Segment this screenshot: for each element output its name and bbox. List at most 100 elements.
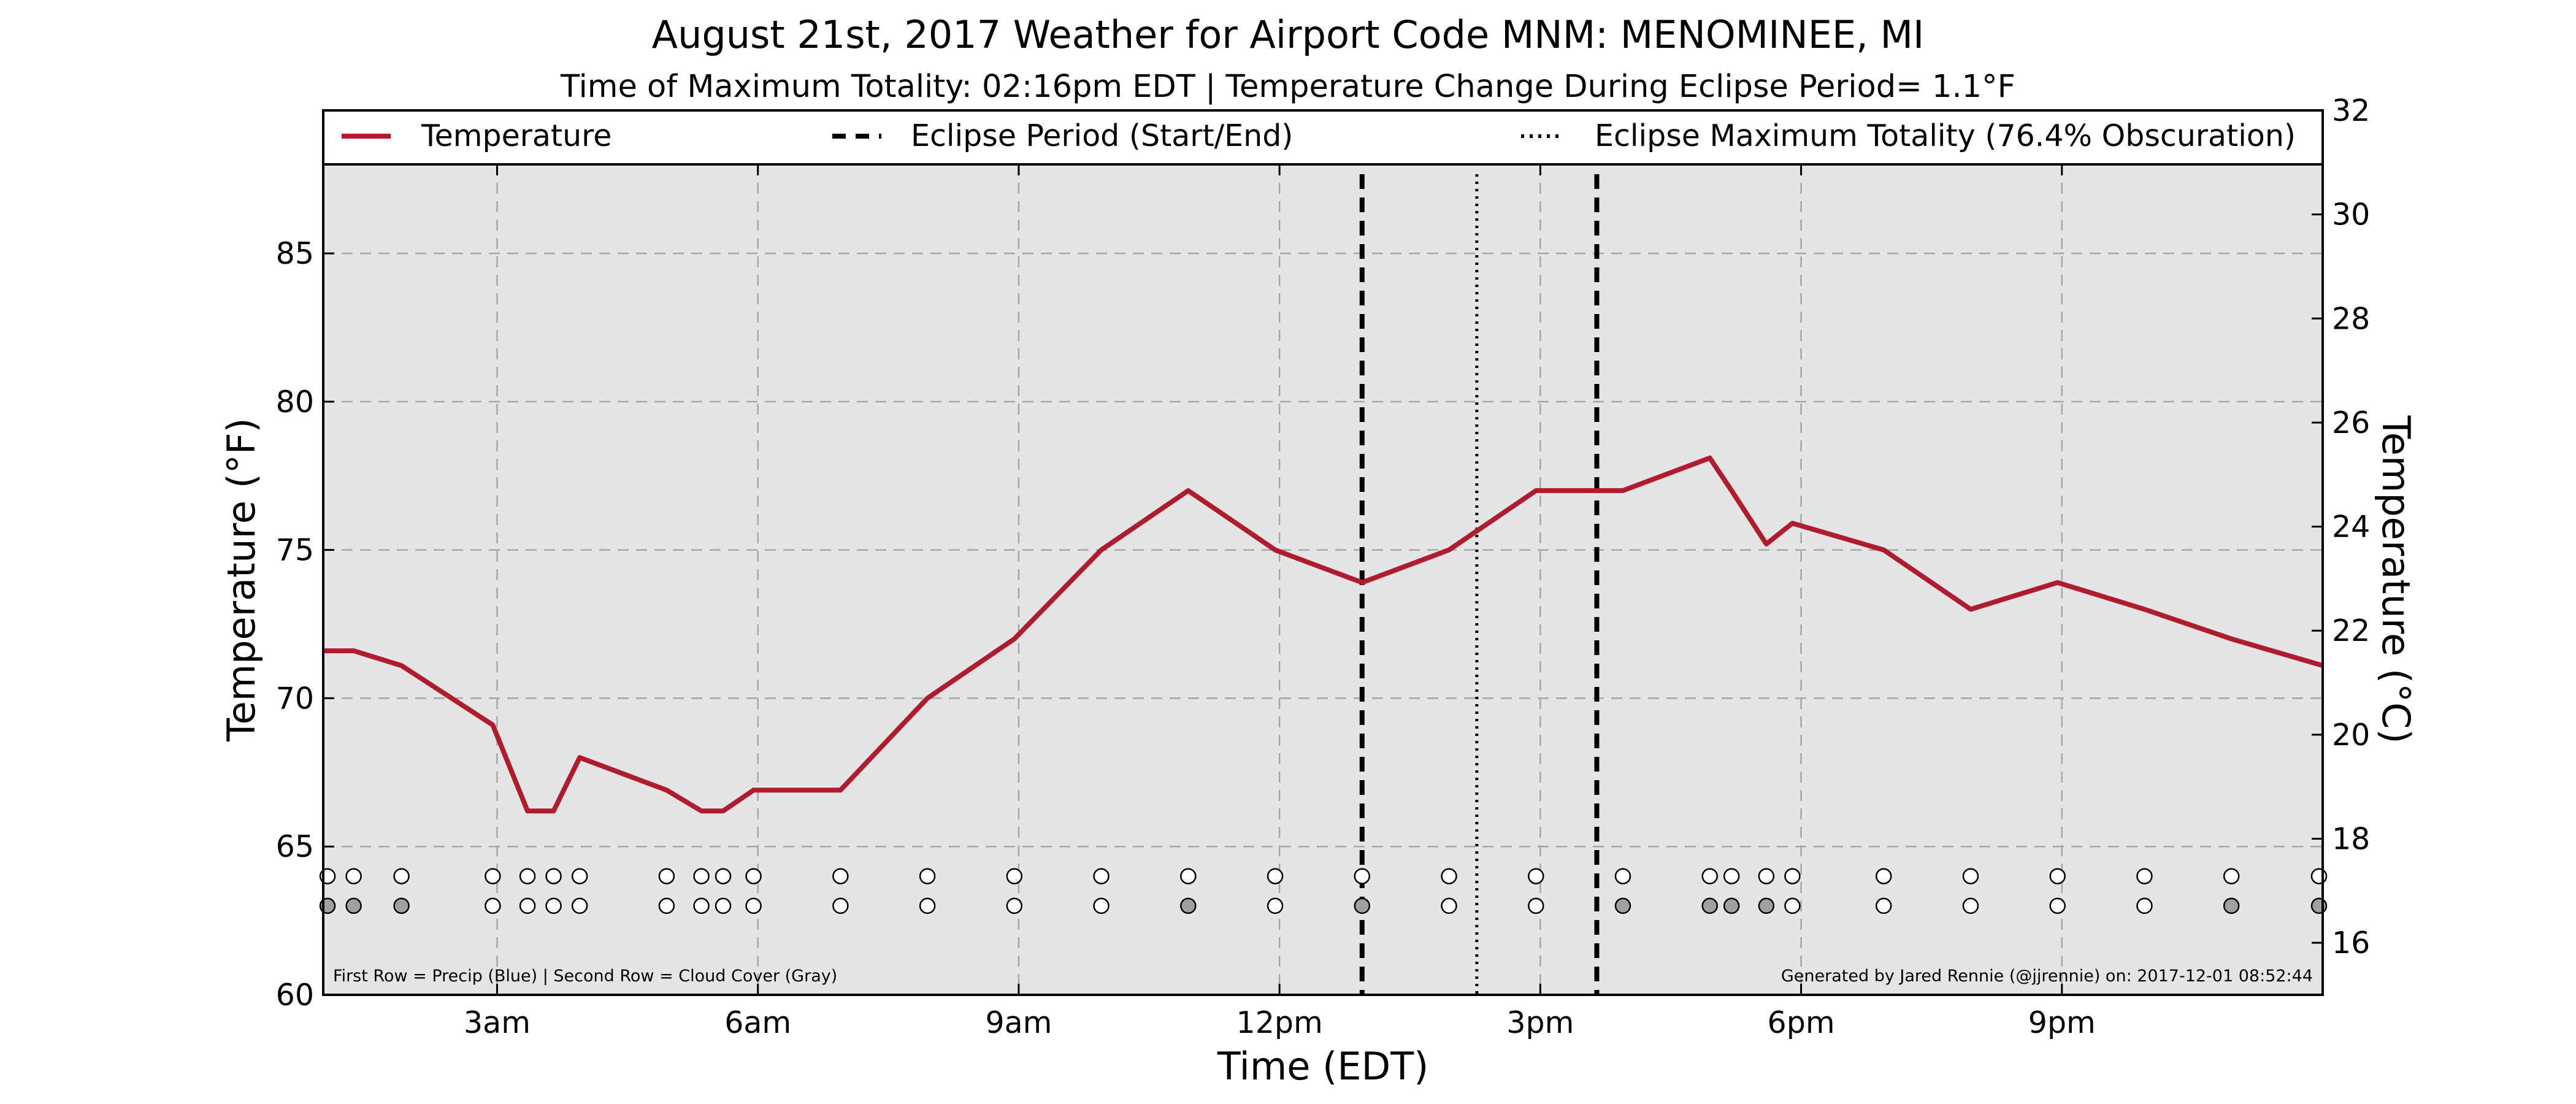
series-temperature-point: [1534, 489, 1538, 493]
footnote-left: First Row = Precip (Blue) | Second Row =…: [333, 967, 837, 986]
precip-marker: [345, 868, 362, 884]
chart-title: August 21st, 2017 Weather for Airport Co…: [652, 12, 1925, 57]
cloud-cover-marker: [1701, 897, 1718, 914]
x-tick-label: 9pm: [2028, 1005, 2096, 1040]
series-temperature-point: [838, 788, 842, 792]
cloud-cover-marker: [345, 897, 362, 914]
y-axis-left-ticks: 60 65 70 75 80 85: [276, 236, 334, 1013]
cloud-cover-marker: [1723, 897, 1740, 914]
cloud-cover-marker: [1962, 897, 1979, 914]
series-temperature-point: [1447, 548, 1451, 552]
cloud-cover-marker: [745, 897, 762, 914]
cloud-cover-marker: [1784, 897, 1801, 914]
precip-marker: [832, 868, 849, 884]
cloud-cover-marker: [919, 897, 936, 914]
precip-marker: [545, 868, 562, 884]
precip-marker: [1758, 868, 1775, 884]
series-temperature-point: [1273, 548, 1277, 552]
series-temperature-point: [400, 664, 404, 667]
series-temperature-line: [323, 455, 2324, 814]
cloud-cover-marker: [1614, 897, 1631, 914]
x-axis-label: Time (EDT): [1217, 1044, 1429, 1089]
cloud-cover-marker: [2223, 897, 2240, 914]
legend-eclipse-period-label: Eclipse Period (Start/End): [911, 118, 1293, 153]
cloud-cover-marker: [393, 897, 410, 914]
y-left-tick-label: 85: [276, 236, 314, 271]
series-layer: [323, 455, 2324, 814]
precip-marker: [1180, 868, 1197, 884]
cloud-cover-marker: [1180, 897, 1197, 914]
cloud-cover-marker: [658, 897, 675, 914]
cloud-cover-marker: [715, 897, 732, 914]
series-temperature-point: [1186, 489, 1190, 493]
precip-marker: [1528, 868, 1544, 884]
precip-marker: [1962, 868, 1979, 884]
cloud-cover-marker: [2310, 897, 2328, 914]
y-left-tick-label: 60: [276, 978, 314, 1013]
legend-box: [322, 109, 2324, 166]
y-left-tick-label: 65: [276, 829, 314, 864]
precip-marker: [745, 868, 762, 884]
series-temperature-point: [1360, 581, 1364, 585]
y-right-tick-label: 28: [2332, 301, 2370, 336]
precip-marker: [1006, 868, 1023, 884]
chart-subtitle: Time of Maximum Totality: 02:16pm EDT | …: [560, 69, 2015, 105]
precip-marker: [1267, 868, 1284, 884]
series-temperature-point: [552, 809, 556, 813]
series-temperature-point: [1765, 542, 1768, 546]
precip-marker: [1875, 868, 1892, 884]
legend-eclipse-max-label: Eclipse Maximum Totality (76.4% Obscurat…: [1595, 118, 2296, 153]
series-temperature-point: [2056, 581, 2060, 585]
series-temperature-point: [2229, 637, 2233, 641]
precip-marker: [485, 868, 501, 884]
cloud-cover-marker: [1006, 897, 1023, 914]
cloud-cover-marker: [2136, 897, 2153, 914]
precip-marker: [2223, 868, 2240, 884]
cloud-cover-marker: [2049, 897, 2066, 914]
series-temperature-point: [1790, 521, 1794, 525]
cloud-cover-marker: [519, 897, 536, 914]
precip-marker: [919, 868, 936, 884]
cloud-cover-marker: [1354, 897, 1371, 914]
series-temperature-point: [1730, 489, 1733, 493]
precip-marker: [1614, 868, 1631, 884]
precip-marker: [571, 868, 588, 884]
y-right-tick-label: 32: [2332, 93, 2370, 128]
cloud-cover-marker: [1758, 897, 1775, 914]
series-temperature-point: [352, 649, 356, 653]
series-temperature-point: [1969, 607, 1972, 611]
series-temperature-point: [1100, 548, 1103, 552]
y-axis-right-label: Temperature (°C): [2374, 415, 2418, 743]
y-left-tick-label: 70: [276, 681, 314, 716]
y-right-tick-label: 16: [2332, 926, 2370, 960]
series-temperature-point: [926, 696, 929, 700]
x-tick-label: 6pm: [1768, 1005, 1835, 1040]
series-temperature-point: [526, 809, 529, 813]
precip-marker: [1723, 868, 1740, 884]
y-left-tick-label: 80: [276, 385, 314, 420]
cloud-cover-marker: [485, 897, 501, 914]
precip-marker: [2049, 868, 2066, 884]
y-right-tick-label: 24: [2332, 510, 2370, 545]
cloud-cover-marker: [1441, 897, 1457, 914]
series-temperature-point: [578, 756, 581, 759]
series-temperature-point: [2142, 607, 2146, 611]
series-temperature-point: [1882, 548, 1885, 552]
precip-marker: [2310, 868, 2328, 884]
y-right-tick-label: 30: [2332, 197, 2370, 232]
series-temperature-point: [1590, 489, 1594, 493]
y-left-tick-label: 75: [276, 533, 314, 568]
cloud-cover-marker: [571, 897, 588, 914]
precip-marker: [1093, 868, 1110, 884]
series-temperature-point: [1013, 637, 1016, 641]
y-right-tick-label: 22: [2332, 613, 2370, 648]
grid-lines: [323, 164, 2323, 995]
precip-marker: [1701, 868, 1718, 884]
x-tick-label: 9am: [985, 1005, 1052, 1040]
cloud-cover-marker: [832, 897, 849, 914]
x-tick-label: 6am: [724, 1005, 791, 1040]
cloud-cover-marker: [1528, 897, 1544, 914]
precip-marker: [1354, 868, 1371, 884]
